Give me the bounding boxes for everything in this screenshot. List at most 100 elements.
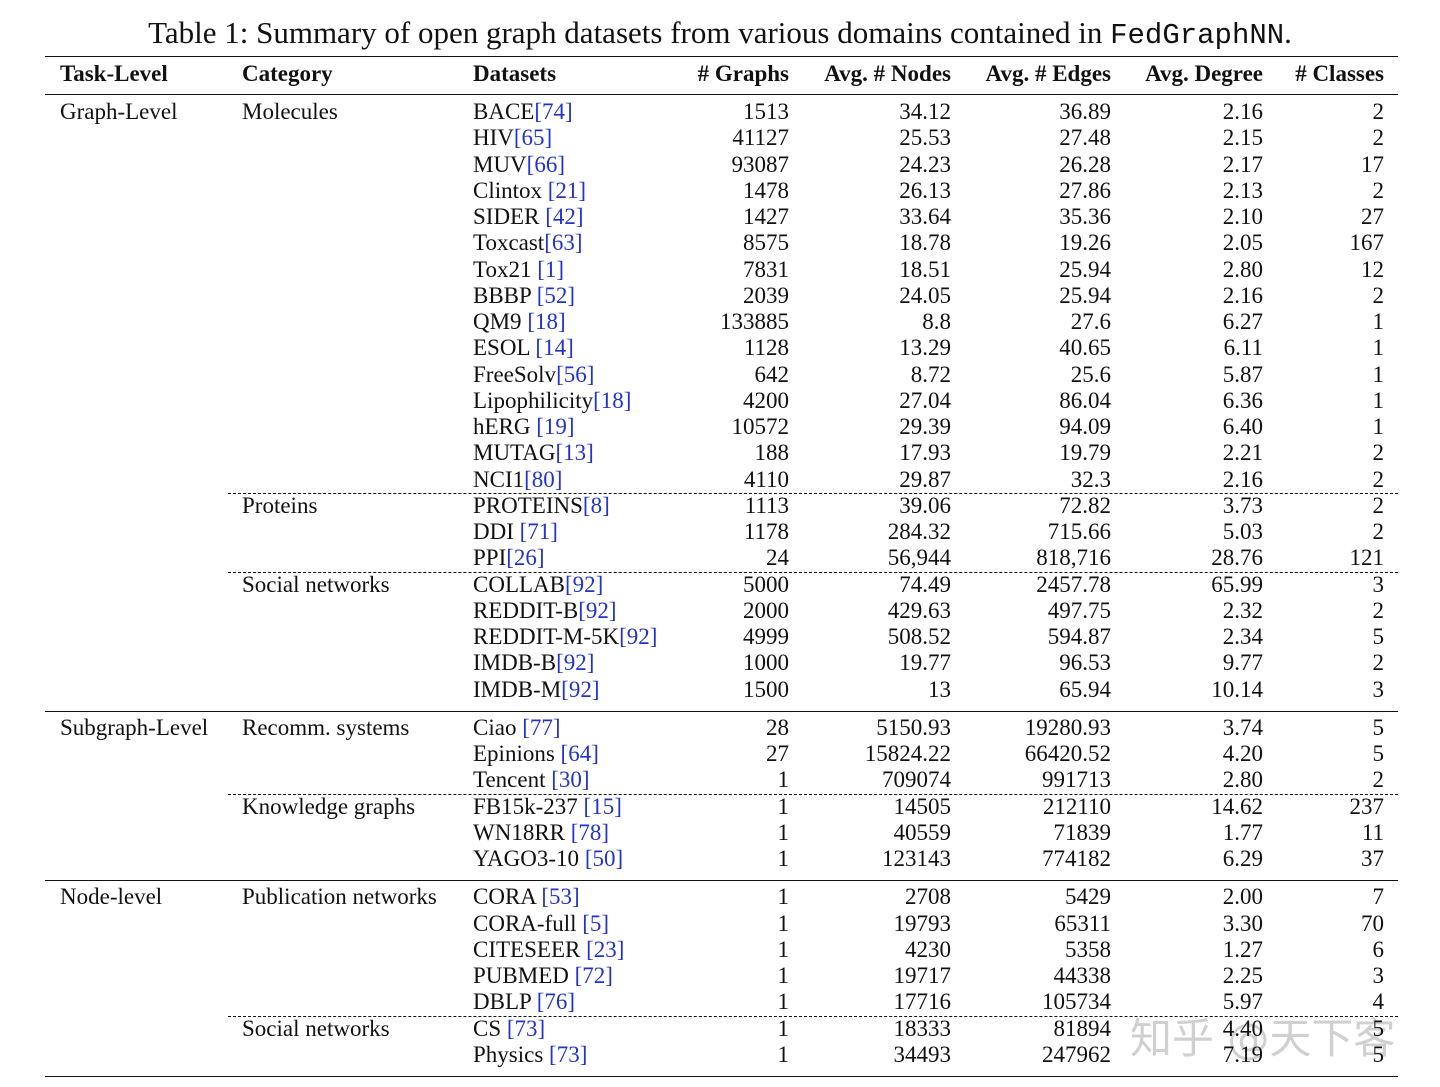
value: 1 xyxy=(777,846,790,871)
value: 5 xyxy=(1372,624,1385,649)
dataset: Tox21 [1] xyxy=(473,257,564,283)
dataset: IMDB-B[92] xyxy=(473,650,594,676)
citation: [63] xyxy=(544,230,583,256)
value: 284.32 xyxy=(887,519,951,544)
value: 4200 xyxy=(743,387,789,413)
dataset-name: DBLP xyxy=(473,989,537,1015)
value: 188 xyxy=(754,440,790,466)
dataset-name: Lipophilicity xyxy=(473,387,594,413)
dataset: BBBP [52] xyxy=(473,283,575,309)
caption-text: Table 1: Summary of open graph datasets … xyxy=(148,15,1111,50)
dataset-name: DDI xyxy=(473,519,520,544)
value: 1 xyxy=(777,963,790,988)
value: 27.86 xyxy=(1059,177,1111,203)
citation: [72] xyxy=(574,963,613,988)
citation: [18] xyxy=(593,387,632,413)
dataset-name: Physics xyxy=(473,1041,550,1067)
value: 18.78 xyxy=(899,230,951,256)
value: 19.26 xyxy=(1059,230,1111,256)
value: 123143 xyxy=(882,846,951,871)
dataset-name: PPI xyxy=(473,545,507,571)
value: 1 xyxy=(1372,361,1385,387)
value: 25.6 xyxy=(1070,361,1111,387)
value: 34493 xyxy=(893,1041,952,1067)
citation: [53] xyxy=(541,884,580,910)
dataset-name: MUV xyxy=(473,151,527,177)
citation: [78] xyxy=(570,819,610,845)
dataset: DDI [71] xyxy=(473,519,558,545)
dataset-name: COLLAB xyxy=(473,571,565,597)
dataset: PPI[26] xyxy=(473,545,545,571)
value: 34.12 xyxy=(899,99,951,124)
dataset-name: HIV xyxy=(473,125,514,151)
category: Publication networks xyxy=(242,884,437,910)
value: 2000 xyxy=(743,597,789,623)
category: Knowledge graphs xyxy=(242,793,416,819)
value: 715.66 xyxy=(1047,519,1111,544)
value: 28.76 xyxy=(1211,545,1263,571)
citation: [65] xyxy=(513,125,553,151)
citation: [30] xyxy=(551,767,590,793)
value: 4999 xyxy=(743,624,789,649)
value: 94.09 xyxy=(1059,414,1111,439)
citation: [15] xyxy=(583,793,622,819)
value: 2 xyxy=(1372,597,1385,623)
dataset-name: FB15k-237 xyxy=(473,793,584,819)
value: 25.94 xyxy=(1059,256,1111,282)
dataset: hERG [19] xyxy=(473,414,575,440)
value: 93087 xyxy=(731,151,790,177)
citation: [77] xyxy=(522,714,561,740)
citation: [8] xyxy=(582,492,610,518)
citation: [13] xyxy=(555,440,594,466)
dataset-name: IMDB-M xyxy=(473,676,562,702)
category-separator xyxy=(228,793,1398,795)
dataset: QM9 [18] xyxy=(473,309,566,335)
caption-end: . xyxy=(1284,15,1292,50)
value: 2.16 xyxy=(1222,282,1263,308)
value: 2.25 xyxy=(1222,963,1263,988)
value: 18333 xyxy=(893,1015,952,1041)
value: 24.05 xyxy=(899,282,951,308)
value: 8575 xyxy=(743,230,789,256)
group-rule xyxy=(45,710,1398,712)
dataset: IMDB-M[92] xyxy=(473,677,600,703)
value: 1 xyxy=(777,884,790,910)
value: 5150.93 xyxy=(876,714,951,740)
value: 29.87 xyxy=(899,466,951,492)
dataset-name: ESOL xyxy=(473,335,536,361)
citation: [74] xyxy=(534,99,573,124)
value: 10.14 xyxy=(1211,676,1263,702)
dataset: Toxcast[63] xyxy=(473,230,583,256)
value: 497.75 xyxy=(1047,597,1111,623)
value: 19.79 xyxy=(1059,440,1111,466)
value: 3 xyxy=(1372,571,1385,597)
value: 28 xyxy=(766,714,789,740)
dataset-name: FreeSolv xyxy=(473,361,557,387)
column-header: Avg. # Edges xyxy=(985,61,1111,86)
value: 19717 xyxy=(893,963,952,988)
value: 13 xyxy=(928,676,951,702)
dataset: COLLAB[92] xyxy=(473,572,603,598)
citation: [42] xyxy=(545,204,584,229)
value: 27.48 xyxy=(1059,125,1111,151)
citation: [92] xyxy=(578,597,617,623)
value: 5 xyxy=(1372,1041,1385,1067)
value: 40.65 xyxy=(1059,335,1111,361)
category: Proteins xyxy=(242,492,318,518)
value: 1 xyxy=(777,767,790,793)
value: 3 xyxy=(1372,676,1385,702)
dataset-name: PUBMED xyxy=(473,963,575,988)
value: 1113 xyxy=(744,492,789,518)
value: 5000 xyxy=(743,571,789,597)
value: 1 xyxy=(777,819,790,845)
dataset-name: Epinions xyxy=(473,741,561,766)
dataset: REDDIT-B[92] xyxy=(473,598,617,624)
citation: [92] xyxy=(619,624,658,649)
dataset-name: QM9 xyxy=(473,309,528,334)
value: 508.52 xyxy=(887,624,951,649)
value: 2.13 xyxy=(1222,177,1263,203)
value: 2.16 xyxy=(1222,99,1263,124)
top-rule xyxy=(45,56,1398,57)
value: 2 xyxy=(1372,519,1385,544)
value: 56,944 xyxy=(887,545,951,571)
